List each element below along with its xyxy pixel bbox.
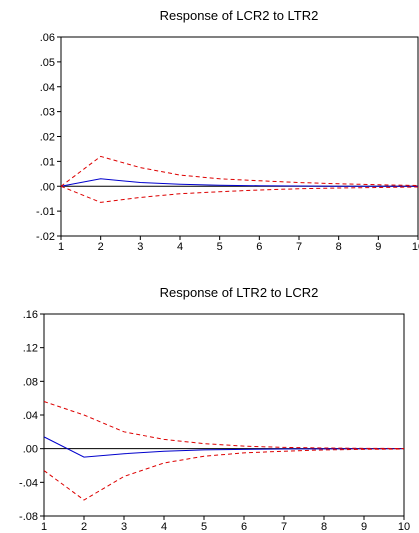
chart-title: Response of LTR2 to LCR2	[160, 285, 319, 300]
x-tick-label: 7	[296, 241, 302, 253]
response-line	[43, 436, 405, 458]
upper-band-line	[43, 401, 405, 449]
y-tick-label: .03	[40, 107, 55, 119]
chart-lcr2-to-ltr2: Response of LCR2 to LTR2 .06 .05 .04 .03 .02…	[36, 8, 419, 253]
x-tick-label: 7	[281, 521, 287, 533]
y-tick-label: .00	[40, 181, 55, 193]
x-tick-label: 2	[98, 241, 104, 253]
y-tick-label: -.02	[36, 231, 55, 243]
y-tick-label: -.01	[36, 206, 55, 218]
x-tick-label: 9	[375, 241, 381, 253]
y-tick-label: .04	[23, 410, 38, 422]
plot-frame	[60, 36, 419, 237]
upper-band-line	[60, 155, 419, 187]
x-tick-label: 5	[201, 521, 207, 533]
x-tick-label: 5	[217, 241, 223, 253]
y-tick-label: .16	[23, 309, 38, 321]
y-tick-label: -.04	[19, 477, 38, 489]
x-tick-label: 4	[161, 521, 167, 533]
y-tick-label: .06	[40, 32, 55, 44]
y-tick-label: .01	[40, 156, 55, 168]
x-tick-label: 3	[137, 241, 143, 253]
x-tick-label: 2	[81, 521, 87, 533]
y-tick-label: .05	[40, 57, 55, 69]
x-tick-label: 1	[58, 241, 64, 253]
x-tick-label: 3	[121, 521, 127, 533]
x-tick-label: 10	[398, 521, 410, 533]
chart-title: Response of LCR2 to LTR2	[160, 8, 319, 23]
lower-band-line	[60, 185, 419, 203]
x-tick-label: 6	[256, 241, 262, 253]
x-tick-label: 9	[361, 521, 367, 533]
y-tick-label: .08	[23, 376, 38, 388]
y-tick-label: .02	[40, 132, 55, 144]
y-tick-label: .00	[23, 444, 38, 456]
x-tick-label: 1	[41, 521, 47, 533]
y-tick-label: -.08	[19, 511, 38, 523]
lower-band-line	[43, 448, 405, 501]
x-tick-label: 8	[336, 241, 342, 253]
x-tick-label: 4	[177, 241, 183, 253]
y-tick-label: .04	[40, 82, 55, 94]
x-tick-label: 6	[241, 521, 247, 533]
chart-ltr2-to-lcr2: Response of LTR2 to LCR2 .16 .12 .08 .04 .00…	[19, 285, 410, 533]
y-tick-label: .12	[23, 343, 38, 355]
x-tick-label: 8	[321, 521, 327, 533]
x-tick-label: 10	[412, 241, 419, 253]
response-line	[60, 178, 418, 187]
plot-frame	[43, 313, 405, 517]
